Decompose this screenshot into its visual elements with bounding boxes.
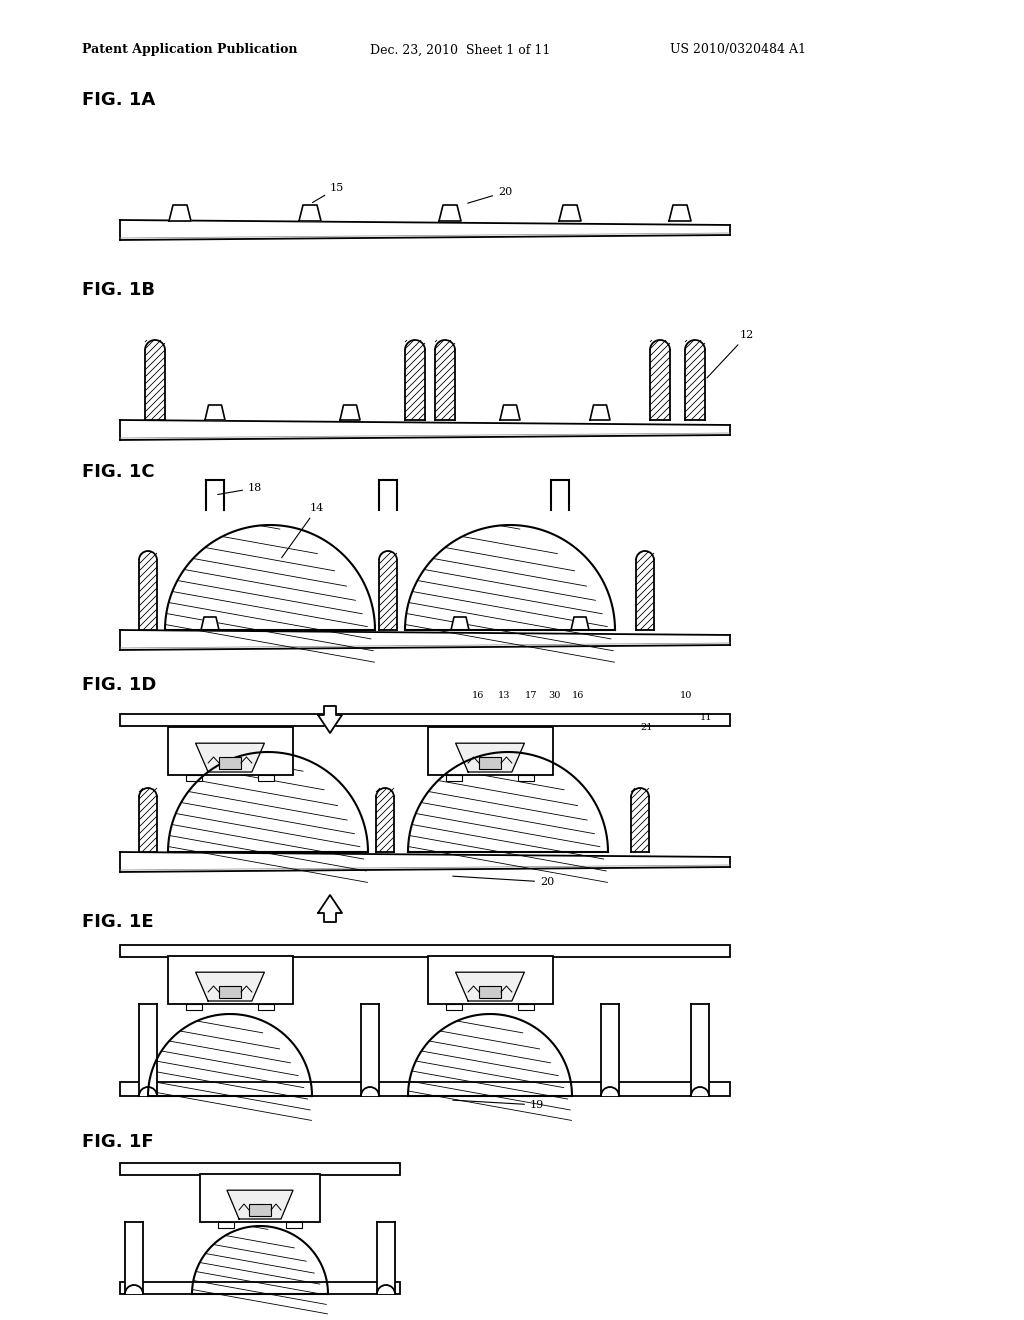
Polygon shape <box>120 420 730 440</box>
Bar <box>120 714 730 726</box>
Polygon shape <box>456 743 524 772</box>
Text: 15: 15 <box>312 183 344 202</box>
Text: Patent Application Publication: Patent Application Publication <box>82 44 298 57</box>
Bar <box>200 1173 319 1222</box>
Bar <box>446 775 462 781</box>
Text: FIG. 1B: FIG. 1B <box>82 281 155 300</box>
Text: 13: 13 <box>498 690 511 700</box>
Bar <box>479 756 501 770</box>
Text: FIG. 1D: FIG. 1D <box>82 676 157 694</box>
Polygon shape <box>318 706 342 733</box>
Text: FIG. 1C: FIG. 1C <box>82 463 155 480</box>
Text: 16: 16 <box>572 690 585 700</box>
Text: 14: 14 <box>282 503 325 558</box>
Bar <box>361 1005 379 1096</box>
Bar <box>125 1222 143 1294</box>
Text: 10: 10 <box>680 690 692 700</box>
Bar <box>120 945 730 957</box>
Polygon shape <box>451 616 469 630</box>
Bar <box>218 1222 233 1228</box>
Text: 21: 21 <box>640 723 652 733</box>
Bar <box>120 1082 730 1096</box>
Polygon shape <box>193 1226 328 1294</box>
Polygon shape <box>590 405 610 420</box>
Bar <box>168 727 293 775</box>
Bar <box>406 350 425 420</box>
Bar <box>139 1005 157 1096</box>
Polygon shape <box>406 525 615 630</box>
Bar <box>427 727 553 775</box>
Polygon shape <box>500 405 520 420</box>
Polygon shape <box>168 752 368 851</box>
Bar <box>139 560 157 630</box>
Polygon shape <box>227 1191 293 1218</box>
Polygon shape <box>165 525 375 630</box>
Bar <box>120 1163 400 1175</box>
Bar <box>186 1005 203 1010</box>
Bar <box>685 350 705 420</box>
Bar <box>377 1222 395 1294</box>
Bar <box>258 775 273 781</box>
Bar <box>650 350 670 420</box>
Bar <box>219 986 241 998</box>
Bar <box>518 775 534 781</box>
Bar <box>258 1005 273 1010</box>
Text: FIG. 1F: FIG. 1F <box>82 1133 154 1151</box>
Text: 20: 20 <box>453 876 554 887</box>
Polygon shape <box>196 973 264 1001</box>
Bar <box>427 956 553 1005</box>
Polygon shape <box>439 205 461 220</box>
Bar <box>168 956 293 1005</box>
Polygon shape <box>205 405 225 420</box>
Text: 17: 17 <box>525 690 538 700</box>
Text: FIG. 1E: FIG. 1E <box>82 913 154 931</box>
Bar <box>631 797 649 851</box>
Bar <box>446 1005 462 1010</box>
Text: 19: 19 <box>453 1100 544 1110</box>
Text: 30: 30 <box>548 690 560 700</box>
Polygon shape <box>340 405 360 420</box>
Polygon shape <box>559 205 581 220</box>
Polygon shape <box>120 630 730 649</box>
Bar <box>479 986 501 998</box>
Bar <box>636 560 654 630</box>
Bar <box>186 775 203 781</box>
Text: 11: 11 <box>700 714 713 722</box>
Text: FIG. 1A: FIG. 1A <box>82 91 156 110</box>
Polygon shape <box>148 1014 312 1096</box>
Text: 20: 20 <box>468 187 512 203</box>
Text: 12: 12 <box>707 330 755 378</box>
Polygon shape <box>120 220 730 240</box>
Text: 16: 16 <box>472 690 484 700</box>
Text: Dec. 23, 2010  Sheet 1 of 11: Dec. 23, 2010 Sheet 1 of 11 <box>370 44 550 57</box>
Bar <box>691 1005 709 1096</box>
Bar <box>518 1005 534 1010</box>
Bar <box>249 1204 271 1216</box>
Polygon shape <box>408 752 608 851</box>
Polygon shape <box>318 895 342 921</box>
Bar <box>376 797 394 851</box>
Polygon shape <box>201 616 219 630</box>
Bar <box>379 560 397 630</box>
Bar <box>435 350 455 420</box>
Text: US 2010/0320484 A1: US 2010/0320484 A1 <box>670 44 806 57</box>
Polygon shape <box>669 205 691 220</box>
Polygon shape <box>299 205 321 220</box>
Bar <box>601 1005 618 1096</box>
Text: 18: 18 <box>218 483 262 495</box>
Bar <box>120 1282 400 1294</box>
Polygon shape <box>456 973 524 1001</box>
Polygon shape <box>120 851 730 873</box>
Bar <box>287 1222 302 1228</box>
Bar <box>145 350 165 420</box>
Polygon shape <box>408 1014 572 1096</box>
Polygon shape <box>571 616 589 630</box>
Polygon shape <box>196 743 264 772</box>
Polygon shape <box>169 205 191 220</box>
Bar <box>219 756 241 770</box>
Bar <box>139 797 157 851</box>
